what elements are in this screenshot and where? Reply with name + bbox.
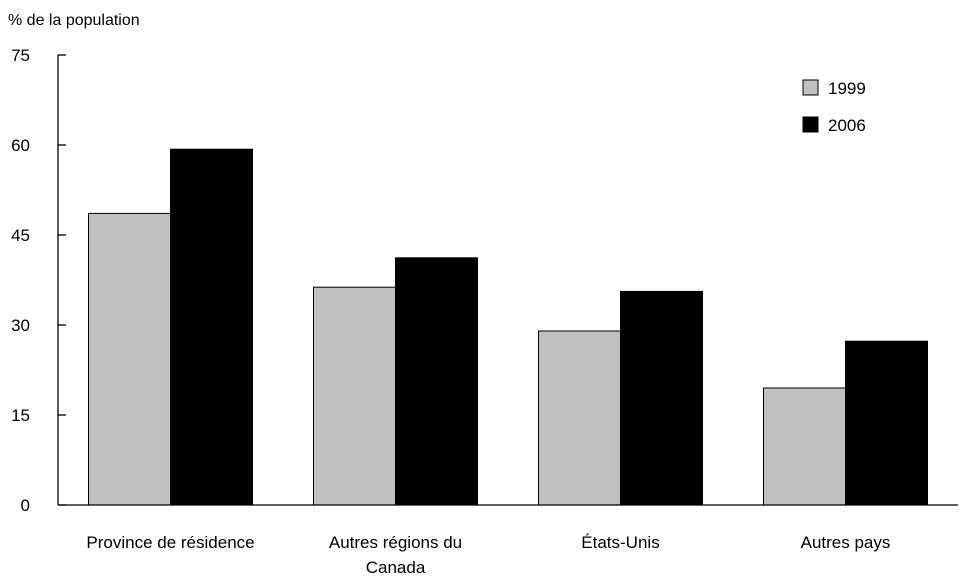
legend-swatch-2006 [802, 116, 819, 133]
category-label: Autres régions du [329, 533, 462, 552]
legend-label-1999: 1999 [828, 79, 866, 98]
legend-label-2006: 2006 [828, 116, 866, 135]
bar-2006-2 [395, 257, 478, 506]
y-tick-label: 45 [11, 226, 30, 245]
axes-group [57, 55, 958, 506]
y-tick-label: 75 [11, 46, 30, 65]
y-axis-title: % de la population [8, 12, 140, 29]
y-tick-label: 60 [11, 136, 30, 155]
bars-group [88, 148, 928, 506]
category-labels-group: Province de résidence Autres régions du Ca… [86, 533, 890, 577]
bar-1999-4 [763, 387, 846, 506]
category-label: Province de résidence [86, 533, 254, 552]
category-label: Canada [366, 558, 426, 577]
bar-2006-3 [620, 290, 703, 506]
y-ticks-group: 0 15 30 45 60 75 [11, 46, 66, 515]
bar-1999-1 [88, 212, 171, 506]
bar-1999-2 [313, 286, 396, 506]
category-label: États-Unis [581, 533, 659, 552]
y-tick-label: 0 [21, 496, 30, 515]
bar-2006-1 [170, 148, 253, 506]
bar-1999-3 [538, 330, 621, 506]
legend: 1999 2006 [802, 79, 866, 135]
y-tick-label: 15 [11, 406, 30, 425]
category-label: Autres pays [801, 533, 891, 552]
bar-2006-4 [845, 340, 928, 506]
y-tick-label: 30 [11, 316, 30, 335]
legend-swatch-1999 [802, 79, 819, 96]
